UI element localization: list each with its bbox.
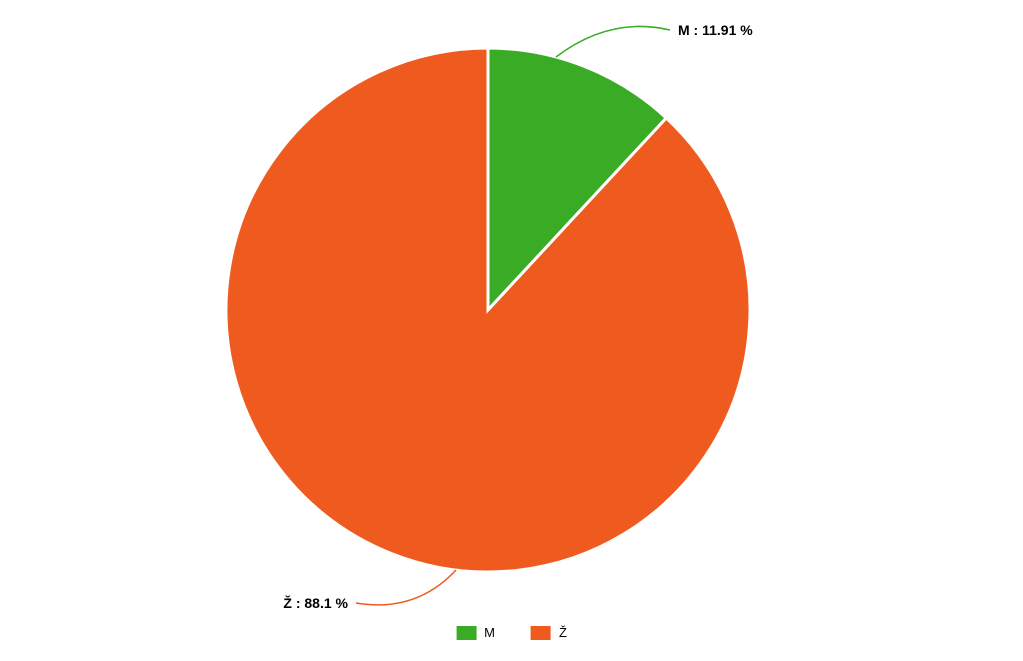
pie-chart-container: M : 11.91 % Ž : 88.1 % M Ž xyxy=(0,0,1023,661)
chart-legend: M Ž xyxy=(456,625,567,640)
legend-label-m: M xyxy=(484,625,495,640)
callout-leader-1 xyxy=(356,570,456,605)
legend-label-z: Ž xyxy=(559,625,567,640)
slice-callout-z: Ž : 88.1 % xyxy=(283,595,348,611)
legend-item-m: M xyxy=(456,625,495,640)
slice-callout-m: M : 11.91 % xyxy=(678,22,753,38)
pie-slice-ž xyxy=(226,48,750,572)
pie-chart-svg xyxy=(0,0,1023,661)
legend-swatch-z xyxy=(531,626,551,640)
legend-item-z: Ž xyxy=(531,625,567,640)
callout-leader-0 xyxy=(556,26,670,57)
legend-swatch-m xyxy=(456,626,476,640)
